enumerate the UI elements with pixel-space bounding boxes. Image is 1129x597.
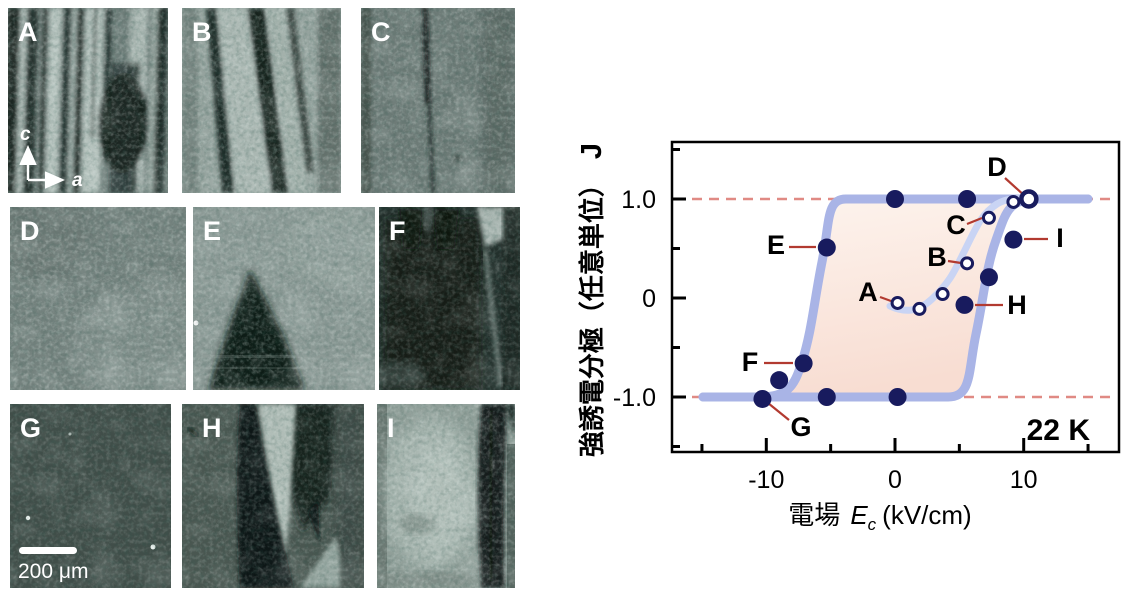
leader-line-A: [879, 295, 892, 303]
scale-bar: 200 μm: [18, 547, 88, 583]
micrograph-panel-E: E: [193, 207, 375, 390]
c-axis-label: c: [20, 124, 31, 145]
data-points: [753, 189, 1039, 408]
point-label-A: A: [858, 277, 878, 307]
x-tick-label: -10: [748, 466, 784, 494]
point-label-H: H: [1007, 290, 1027, 320]
hysteresis-loop-curve-descending: [698, 194, 1093, 402]
point-label-G: G: [790, 412, 811, 442]
filled-data-point: [886, 190, 904, 208]
scale-bar-label: 200 μm: [18, 560, 88, 583]
point-label-F: F: [742, 347, 759, 377]
panel-label: A: [18, 17, 38, 47]
point-label-B: B: [927, 242, 947, 272]
panel-label: D: [20, 216, 40, 246]
micrograph-panel-I: I: [377, 404, 515, 588]
y-tick-label: 0: [642, 285, 656, 313]
data-point-labels: A BCD E F G H I: [742, 152, 1064, 442]
open-data-point-B: [960, 256, 975, 271]
point-label-C: C: [946, 210, 966, 240]
open-data-point-C: [981, 210, 996, 225]
panel-label: B: [192, 17, 212, 47]
leader-line-B: [947, 259, 962, 265]
micrograph-panel-A: A c a: [8, 8, 168, 193]
x-axis-label: 電場 Ec (kV/cm): [788, 500, 971, 534]
filled-data-point: [770, 371, 789, 390]
plot-panel-label: J: [576, 143, 608, 159]
filled-data-point: [817, 388, 836, 406]
panel-label: F: [389, 216, 406, 246]
open-data-point: [912, 301, 927, 316]
point-label-E: E: [767, 230, 785, 260]
y-tick-label: 1.0: [621, 186, 656, 214]
panel-label: E: [203, 216, 221, 246]
micrograph-panel-D: D: [10, 207, 186, 390]
leader-line-C: [966, 216, 983, 226]
micrograph-panel-C: C: [361, 8, 515, 193]
crystal-axes-annotation: c a: [19, 124, 83, 191]
panel-label: I: [387, 413, 395, 443]
y-tick-label: -1.0: [613, 384, 656, 412]
axis-tick-labels: -10 0 10 1.0 0 -1.0: [613, 186, 1038, 494]
micrograph-panel-F: F: [379, 207, 520, 390]
axis-ticks: [672, 148, 1090, 452]
panel-label: H: [202, 413, 222, 443]
leader-line-G: [767, 402, 790, 421]
open-data-point: [1006, 194, 1021, 209]
a-axis-label: a: [72, 170, 83, 191]
filled-data-point: [888, 388, 907, 406]
panel-label: C: [371, 17, 391, 47]
micrograph-panel-B: B: [182, 8, 341, 193]
filled-data-point: [958, 190, 977, 208]
filled-data-point: [979, 268, 998, 287]
filled-data-point-I: [1004, 230, 1023, 249]
open-data-point-A: [890, 295, 905, 310]
micrograph-panel-G: G 200 μm: [10, 404, 171, 588]
panel-label: G: [20, 413, 41, 443]
open-data-point: [935, 287, 950, 302]
micrograph-panel-H: H: [182, 404, 364, 588]
point-leader-lines: [764, 177, 1048, 421]
filled-data-point-G: [753, 389, 772, 408]
filled-data-point-F: [794, 354, 813, 373]
scale-bar-line: [19, 547, 77, 554]
filled-data-point-H: [955, 295, 974, 314]
point-label-I: I: [1056, 223, 1064, 253]
open-data-point-D: [1019, 189, 1039, 209]
point-label-D: D: [987, 152, 1007, 182]
filled-data-point-E: [817, 238, 836, 257]
x-tick-label: 0: [888, 466, 902, 494]
y-axis-label: 強誘電分極（任意単位）J: [576, 143, 608, 457]
temperature-annotation: 22 K: [1027, 414, 1091, 447]
x-tick-label: 10: [1010, 466, 1038, 494]
